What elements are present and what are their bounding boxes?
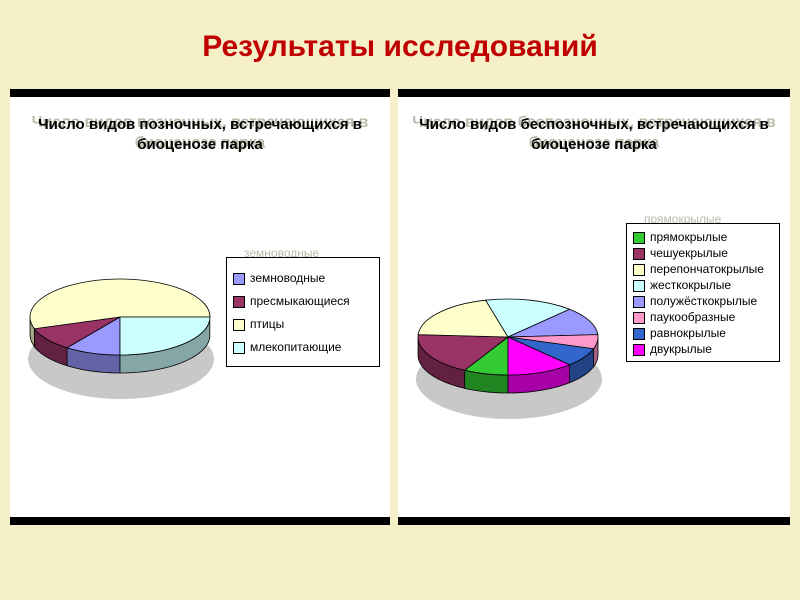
left-panel: Число видов позночных, встречающихся в б… xyxy=(10,89,390,525)
right-legend: прямокрылые чешуекрылые перепончатокрылые ж… xyxy=(626,223,780,362)
legend-label: млекопитающие xyxy=(250,341,341,354)
legend-item: млекопитающие xyxy=(233,341,373,354)
legend-item: равнокрылые xyxy=(633,327,773,340)
legend-swatch xyxy=(633,280,645,292)
legend-label: равнокрылые xyxy=(650,327,726,340)
right-panel-title: Число видов беспозночных, встречающихся … xyxy=(398,115,790,156)
page-title: Результаты исследований xyxy=(0,30,800,64)
legend-label: пресмыкающиеся xyxy=(250,295,350,308)
legend-swatch xyxy=(633,296,645,308)
legend-label: прямокрылые xyxy=(650,231,727,244)
legend-label: жесткокрылые xyxy=(650,279,731,292)
legend-swatch xyxy=(633,264,645,276)
left-panel-title: Число видов позночных, встречающихся в б… xyxy=(10,115,390,156)
left-pie-chart xyxy=(20,267,220,387)
left-panel-title-text: Число видов позночных, встречающихся в б… xyxy=(10,115,390,156)
legend-swatch xyxy=(233,319,245,331)
legend-item: перепончатокрылые xyxy=(633,263,773,276)
legend-swatch xyxy=(633,312,645,324)
charts-row: Число видов позночных, встречающихся в б… xyxy=(0,89,800,525)
page-title-text: Результаты исследований xyxy=(202,30,598,63)
left-pie-wrap xyxy=(20,267,220,387)
legend-swatch xyxy=(633,232,645,244)
legend-item: прямокрылые xyxy=(633,231,773,244)
right-panel: Число видов беспозночных, встречающихся … xyxy=(398,89,790,525)
legend-label: двукрылые xyxy=(650,343,712,356)
legend-swatch xyxy=(633,248,645,260)
legend-swatch xyxy=(633,344,645,356)
left-legend: земноводные пресмыкающиеся птицы млекопитаю… xyxy=(226,257,380,367)
legend-label: перепончатокрылые xyxy=(650,263,764,276)
legend-item: птицы xyxy=(233,318,373,331)
legend-item: чешуекрылые xyxy=(633,247,773,260)
right-pie-wrap xyxy=(408,287,608,407)
legend-item: паукообразные xyxy=(633,311,773,324)
legend-label: птицы xyxy=(250,318,284,331)
legend-item: двукрылые xyxy=(633,343,773,356)
legend-swatch xyxy=(233,342,245,354)
legend-label: земноводные xyxy=(250,272,325,285)
legend-swatch xyxy=(233,273,245,285)
right-panel-title-text: Число видов беспозночных, встречающихся … xyxy=(398,115,790,156)
right-pie-chart xyxy=(408,287,608,407)
legend-item: пресмыкающиеся xyxy=(233,295,373,308)
legend-swatch xyxy=(633,328,645,340)
legend-swatch xyxy=(233,296,245,308)
legend-label: паукообразные xyxy=(650,311,735,324)
legend-label: чешуекрылые xyxy=(650,247,728,260)
legend-label: полужёсткокрылые xyxy=(650,295,757,308)
legend-item: земноводные xyxy=(233,272,373,285)
legend-item: полужёсткокрылые xyxy=(633,295,773,308)
legend-item: жесткокрылые xyxy=(633,279,773,292)
